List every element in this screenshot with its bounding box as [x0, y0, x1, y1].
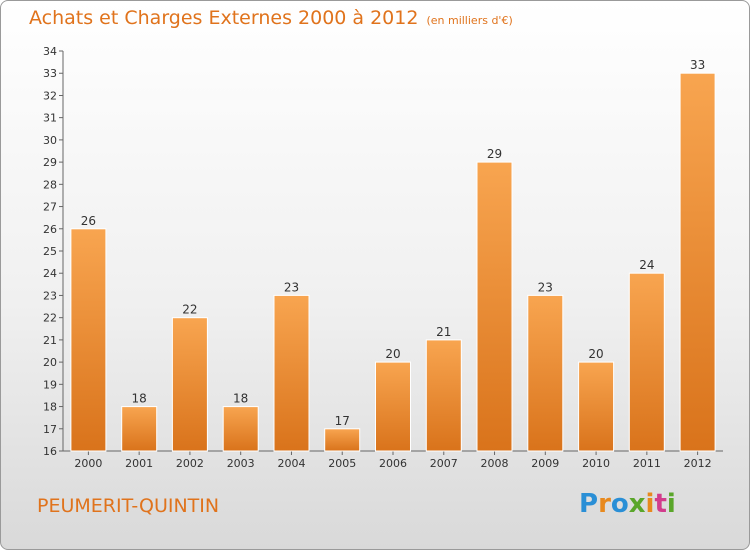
y-tick-label: 30 — [43, 134, 57, 147]
x-tick-label-2011: 2011 — [633, 457, 661, 470]
x-tick-label-2009: 2009 — [531, 457, 559, 470]
y-tick-label: 28 — [43, 178, 57, 191]
x-tick-label-2007: 2007 — [430, 457, 458, 470]
value-label-2008: 29 — [487, 147, 502, 161]
logo-letter: x — [628, 489, 646, 519]
value-label-2010: 20 — [588, 347, 603, 361]
value-label-2004: 23 — [284, 280, 299, 294]
value-label-2002: 22 — [182, 303, 197, 317]
bar-2001 — [121, 406, 158, 452]
y-tick-label: 18 — [43, 401, 57, 414]
x-tick-label-2004: 2004 — [277, 457, 305, 470]
y-tick-label: 34 — [43, 45, 57, 58]
y-tick-label: 25 — [43, 245, 57, 258]
y-tick-label: 16 — [43, 445, 57, 458]
place-name: PEUMERIT-QUINTIN — [37, 495, 220, 517]
y-tick-label: 31 — [43, 112, 57, 125]
y-tick-label: 29 — [43, 156, 57, 169]
x-tick-label-2002: 2002 — [176, 457, 204, 470]
y-tick-label: 19 — [43, 378, 57, 391]
value-label-2011: 24 — [639, 258, 654, 272]
value-label-2012: 33 — [690, 58, 705, 72]
bar-2010 — [578, 361, 615, 452]
bar-2003 — [222, 406, 259, 452]
bar-2006 — [375, 361, 411, 452]
bar-2007 — [425, 339, 462, 452]
value-label-2001: 18 — [132, 392, 147, 406]
y-tick-label: 24 — [43, 267, 57, 280]
y-tick-label: 22 — [43, 312, 57, 325]
x-tick-label-2006: 2006 — [379, 457, 407, 470]
value-label-2003: 18 — [233, 392, 248, 406]
y-tick-label: 32 — [43, 89, 57, 102]
bar-2002 — [171, 317, 208, 452]
bar-2005 — [324, 428, 361, 452]
x-tick-label-2005: 2005 — [328, 457, 356, 470]
logo-letter: i — [666, 489, 676, 519]
y-tick-label: 23 — [43, 289, 57, 302]
x-tick-label-2008: 2008 — [481, 457, 509, 470]
chart-title-text: Achats et Charges Externes 2000 à 2012 — [29, 7, 419, 29]
y-tick-label: 21 — [43, 334, 57, 347]
bar-2004 — [273, 294, 310, 452]
bar-2008 — [476, 161, 513, 452]
x-tick-label-2001: 2001 — [125, 457, 153, 470]
x-tick-label-2000: 2000 — [74, 457, 102, 470]
bar-2012 — [679, 72, 716, 452]
y-tick-label: 27 — [43, 201, 57, 214]
x-tick-label-2003: 2003 — [227, 457, 255, 470]
y-tick-label: 17 — [43, 423, 57, 436]
chart-unit: (en milliers d'€) — [426, 14, 513, 27]
value-label-2005: 17 — [335, 414, 350, 428]
y-tick-label: 33 — [43, 67, 57, 80]
bar-2000 — [70, 228, 107, 452]
y-tick-label: 26 — [43, 223, 57, 236]
value-label-2009: 23 — [538, 280, 553, 294]
value-label-2000: 26 — [81, 214, 96, 228]
chart-title: Achats et Charges Externes 2000 à 2012 (e… — [29, 7, 513, 29]
bar-2009 — [527, 294, 564, 452]
y-tick-label: 20 — [43, 356, 57, 369]
proxiti-logo: Proxiti — [579, 489, 676, 519]
bar-2011 — [628, 272, 665, 452]
logo-letter: o — [610, 489, 629, 519]
logo-letter: P — [579, 489, 599, 519]
value-label-2007: 21 — [436, 325, 451, 339]
x-tick-label-2012: 2012 — [684, 457, 712, 470]
logo-letter: r — [598, 489, 611, 519]
logo-letter: t — [654, 489, 667, 519]
logo-letter: i — [645, 489, 655, 519]
value-label-2006: 20 — [385, 347, 400, 361]
x-tick-label-2010: 2010 — [582, 457, 610, 470]
